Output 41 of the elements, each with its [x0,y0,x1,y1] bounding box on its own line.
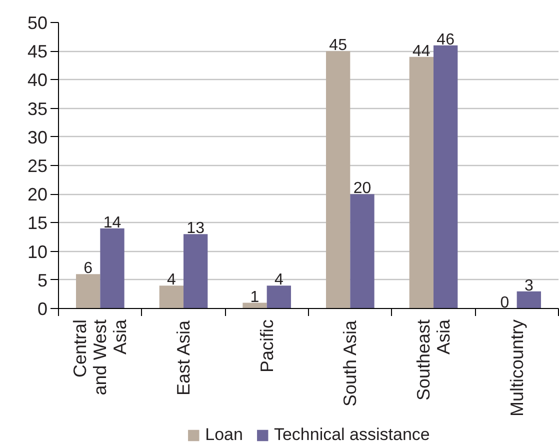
bar [266,286,291,308]
x-tick-label: East Asia [174,320,194,396]
bar [516,291,541,308]
y-tick-label: 30 [27,127,48,148]
bar [184,234,208,308]
data-label: 1 [250,288,260,306]
data-label: 13 [186,220,205,238]
x-tick-label: Southeast Asia [414,318,454,401]
data-label: 44 [412,42,430,60]
legend-label: Technical assistance [274,425,430,445]
x-tick-label: South Asia [340,320,360,407]
legend-label: Loan [205,425,243,445]
bar [326,51,350,308]
y-tick-label: 25 [27,156,48,176]
bar [350,194,374,308]
data-label: 0 [500,294,510,312]
y-tick-label: 45 [27,42,48,62]
data-label: 14 [103,214,122,232]
data-label: 20 [353,180,372,198]
bar [100,228,124,308]
y-tick-label: 40 [27,70,48,90]
x-tick-label: Multicountry [506,320,527,417]
bar [76,274,100,308]
data-label: 45 [329,37,348,54]
bar [409,56,434,308]
data-label: 3 [524,277,534,294]
y-tick-label: 10 [27,242,48,262]
y-tick-label: 0 [37,299,48,319]
y-tick-label: 5 [37,270,48,290]
data-label: 6 [84,260,93,278]
x-tick-label: Central and West Asia [70,318,130,396]
y-tick-label: 50 [27,13,48,33]
x-tick-label: Pacific [256,320,277,373]
data-label: 46 [436,31,455,48]
y-tick-label: 35 [27,98,48,119]
y-tick-label: 20 [27,184,48,205]
y-tick-label: 15 [27,213,48,234]
data-label: 4 [166,272,176,289]
bar [434,45,458,308]
data-label: 4 [274,272,284,289]
bar [159,286,184,308]
